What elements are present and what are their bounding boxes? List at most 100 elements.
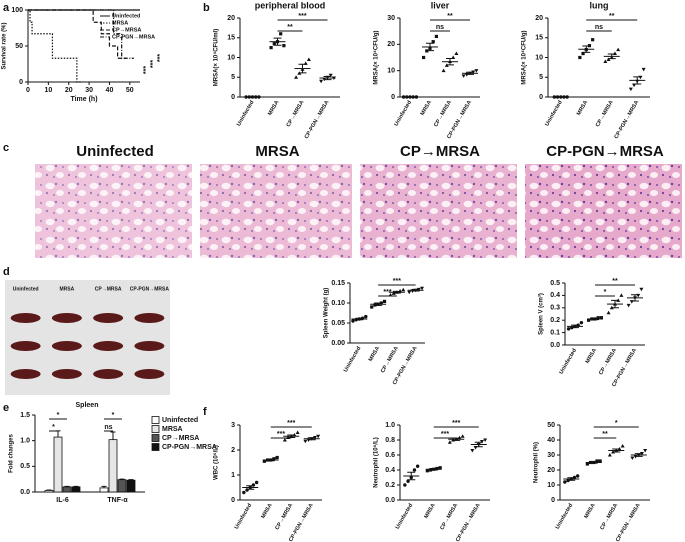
- y-tick-label: 0.5: [550, 280, 560, 287]
- x-tick-label: CP-PGN→MRSA: [613, 100, 640, 140]
- data-point: [269, 46, 273, 50]
- y-tick-label: 1: [231, 472, 235, 479]
- legend-swatch: [151, 443, 160, 451]
- histology-image: [360, 164, 517, 258]
- data-point: [566, 327, 571, 331]
- data-point: [272, 42, 276, 46]
- y-tick-label: 0.0: [385, 497, 395, 504]
- significance-label: **: [609, 13, 615, 20]
- y-tick-label: 0.05: [331, 320, 345, 327]
- y-tick-label: 0: [231, 497, 235, 504]
- sem-bar: [407, 471, 416, 481]
- x-tick-label: Uninfected: [394, 100, 413, 128]
- x-tick-label: CP→MRSA: [286, 100, 306, 128]
- x-tick-label: CP→MRSA: [599, 503, 619, 531]
- bar: [117, 479, 127, 493]
- x-tick-label: 0: [26, 87, 30, 94]
- sem-bar: [307, 437, 316, 441]
- sem-bar: [611, 299, 619, 309]
- data-point: [407, 290, 412, 295]
- x-tick-label: MRSA: [576, 100, 589, 117]
- sem-bar: [466, 71, 474, 75]
- spleen: [51, 313, 82, 323]
- x-tick-label: Uninfected: [343, 346, 362, 374]
- y-tick-label: 0.3: [550, 305, 560, 312]
- significance-label: ***: [452, 420, 460, 427]
- photo-label: CP-PGN→MRSA: [130, 286, 170, 292]
- error-bar: [110, 431, 116, 440]
- y-tick-label: 0.00: [331, 340, 345, 347]
- y-tick-label: 0: [539, 94, 543, 101]
- x-tick-label: Uninfected: [395, 503, 414, 531]
- x-tick-label: CP→MRSA: [598, 348, 618, 376]
- data-point: [370, 305, 374, 309]
- data-point: [319, 79, 324, 84]
- histology-image: [35, 164, 192, 258]
- sem-bar: [246, 485, 255, 490]
- error-bar: [46, 489, 52, 491]
- data-point: [460, 434, 465, 438]
- spleen: [51, 341, 82, 351]
- data-point: [447, 440, 452, 444]
- sem-bar: [355, 317, 364, 321]
- x-tick-label: CP-PGN→MRSA: [304, 100, 331, 140]
- data-point: [382, 299, 387, 303]
- data-point: [282, 44, 286, 48]
- data-point: [316, 434, 321, 439]
- y-axis-label: MRSA(× 10⁴CFU/g): [522, 30, 528, 84]
- y-tick-label: 10: [535, 54, 543, 61]
- y-tick-label: 0.15: [331, 280, 345, 287]
- x-tick-label: Uninfected: [544, 100, 563, 128]
- y-tick-label: 0.2: [550, 317, 560, 324]
- error-bar: [128, 479, 134, 481]
- x-tick-label: 30: [85, 87, 93, 94]
- data-point: [282, 438, 287, 442]
- data-point: [603, 59, 608, 63]
- y-tick-label: 10: [547, 482, 555, 489]
- error-bar: [119, 478, 125, 480]
- panel-label: e: [3, 402, 9, 414]
- y-tick-label: 20: [227, 15, 235, 22]
- data-point: [275, 455, 279, 460]
- data-point: [578, 55, 582, 60]
- data-point: [279, 32, 283, 36]
- y-tick-label: 0.2: [385, 482, 395, 489]
- y-tick-label: 0.4: [550, 292, 560, 299]
- significance-label: *: [112, 412, 115, 419]
- data-point: [328, 73, 333, 78]
- y-tick-label: 30: [547, 452, 555, 459]
- data-point: [406, 479, 410, 483]
- significance-label: *: [604, 289, 607, 296]
- significance-label: *: [52, 424, 55, 431]
- bar: [62, 486, 72, 493]
- data-point: [619, 293, 624, 297]
- x-tick-label: 20: [65, 87, 73, 94]
- data-point: [254, 480, 259, 485]
- y-tick-label: 20: [387, 41, 395, 48]
- significance-label: *: [57, 412, 60, 419]
- y-axis-label: MRSA(× 10⁴CFU/g): [374, 30, 380, 84]
- sem-bar: [411, 288, 420, 292]
- x-tick-label: TNF-α: [107, 497, 128, 504]
- data-point: [425, 469, 429, 473]
- y-tick-label: 0: [231, 94, 235, 101]
- x-tick-label: MRSA: [420, 100, 433, 117]
- sem-bar: [426, 42, 434, 52]
- data-point: [599, 316, 603, 320]
- spleen: [134, 341, 165, 351]
- photo-label: Uninfected: [13, 286, 39, 292]
- sem-bar: [273, 37, 282, 46]
- y-tick-label: 0.5: [20, 463, 30, 470]
- data-point: [295, 430, 300, 434]
- data-point: [585, 462, 589, 466]
- sem-bar: [634, 453, 643, 457]
- x-tick-label: MRSA: [423, 503, 436, 520]
- histology-title: CP-PGN→MRSA: [546, 143, 664, 160]
- legend-label: MRSA: [162, 426, 183, 433]
- sem-bar: [612, 448, 621, 453]
- x-tick-label: MRSA: [267, 100, 280, 117]
- error-bar: [101, 485, 107, 488]
- significance-label: **: [287, 24, 293, 31]
- legend-label: CP→MRSA: [112, 27, 141, 33]
- data-point: [612, 51, 617, 56]
